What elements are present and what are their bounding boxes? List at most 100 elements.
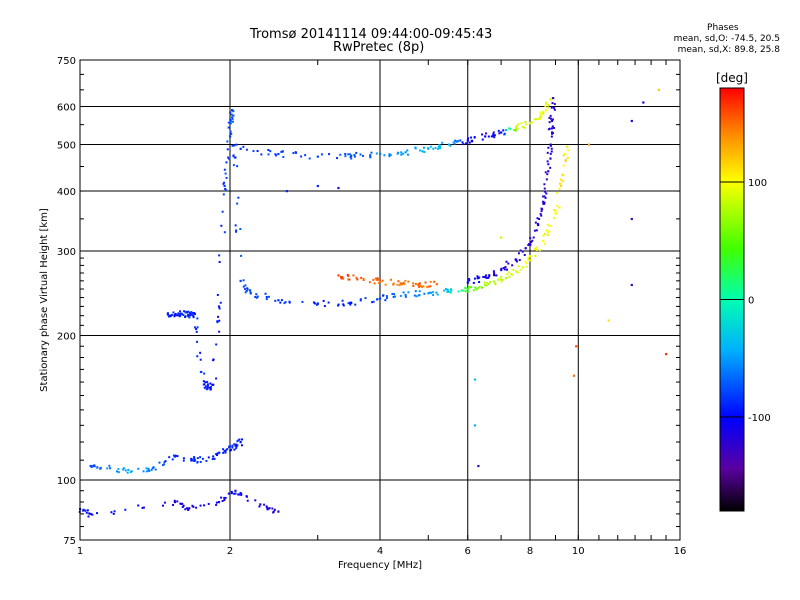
data-point (218, 319, 221, 322)
data-point (402, 291, 405, 294)
data-point (502, 267, 505, 270)
data-point (216, 320, 219, 323)
data-point (559, 182, 562, 185)
data-point (418, 282, 421, 285)
data-point (472, 281, 475, 284)
data-point (192, 315, 195, 318)
data-point (170, 314, 173, 317)
data-point (265, 295, 268, 298)
data-point (423, 151, 426, 154)
data-point (484, 283, 487, 287)
data-point (187, 310, 190, 313)
data-point (476, 277, 479, 280)
data-point (223, 181, 226, 184)
data-point (377, 281, 380, 284)
data-point (277, 299, 280, 302)
data-point (550, 135, 553, 138)
data-point (192, 312, 195, 315)
data-point (347, 278, 350, 281)
data-point (518, 259, 521, 262)
data-point (239, 441, 242, 444)
data-point (224, 172, 227, 175)
data-point (150, 468, 153, 471)
x-tick-label: 8 (527, 546, 533, 557)
data-point (163, 463, 166, 466)
data-point (274, 299, 277, 302)
data-point (337, 274, 340, 277)
data-point (525, 262, 528, 265)
data-point (282, 156, 285, 159)
data-point (184, 508, 187, 511)
data-point (249, 289, 252, 292)
data-point (235, 447, 238, 450)
data-point (212, 358, 215, 361)
data-point (271, 507, 274, 510)
data-point (468, 141, 471, 144)
data-point (364, 297, 367, 300)
data-point (236, 165, 239, 168)
data-point (215, 343, 218, 346)
data-point (543, 187, 546, 190)
data-point (572, 374, 576, 377)
data-point (531, 239, 534, 242)
data-point (180, 312, 183, 315)
data-point (515, 125, 518, 128)
data-point (544, 105, 547, 108)
data-point (540, 214, 543, 217)
data-point (530, 121, 533, 124)
data-point (388, 153, 391, 156)
data-point (235, 229, 238, 232)
data-point (547, 163, 550, 166)
data-point (277, 510, 280, 513)
data-point (235, 445, 238, 448)
data-point (422, 146, 425, 149)
data-point (429, 280, 432, 283)
data-point (145, 467, 148, 470)
data-point (196, 317, 199, 320)
data-point (209, 382, 212, 385)
data-point (231, 120, 234, 123)
data-point (493, 136, 496, 139)
data-point (519, 268, 522, 271)
data-point (199, 358, 202, 361)
data-point (218, 260, 221, 263)
data-point (207, 502, 210, 505)
data-point (362, 154, 365, 157)
data-point (404, 279, 407, 282)
data-point (229, 122, 232, 125)
data-point (342, 303, 345, 306)
data-point (240, 493, 243, 496)
data-point (186, 507, 189, 510)
data-point (548, 230, 551, 233)
data-point (242, 145, 245, 148)
y-tick-label: 600 (57, 103, 76, 114)
data-point (500, 267, 503, 270)
data-point (145, 470, 148, 473)
data-point (240, 254, 243, 257)
data-point (418, 285, 421, 288)
data-point (228, 445, 231, 448)
data-point (475, 288, 478, 291)
data-point (427, 292, 430, 295)
data-point (340, 277, 343, 280)
data-point (193, 460, 196, 463)
data-point (339, 153, 342, 156)
data-point (452, 141, 455, 144)
data-point (418, 290, 421, 293)
data-point (231, 117, 234, 120)
data-point (346, 274, 349, 277)
stats-heading: Phases (707, 23, 739, 33)
data-point (492, 134, 495, 137)
x-tick-label: 6 (465, 546, 471, 557)
data-point (402, 152, 405, 155)
data-point (182, 504, 185, 507)
data-point (231, 446, 234, 449)
data-point (242, 285, 245, 288)
data-point (406, 149, 409, 152)
data-point (285, 190, 288, 193)
data-point (176, 500, 179, 503)
data-point (508, 275, 511, 278)
data-point (433, 280, 436, 283)
data-point (546, 151, 549, 154)
data-point (222, 448, 225, 451)
